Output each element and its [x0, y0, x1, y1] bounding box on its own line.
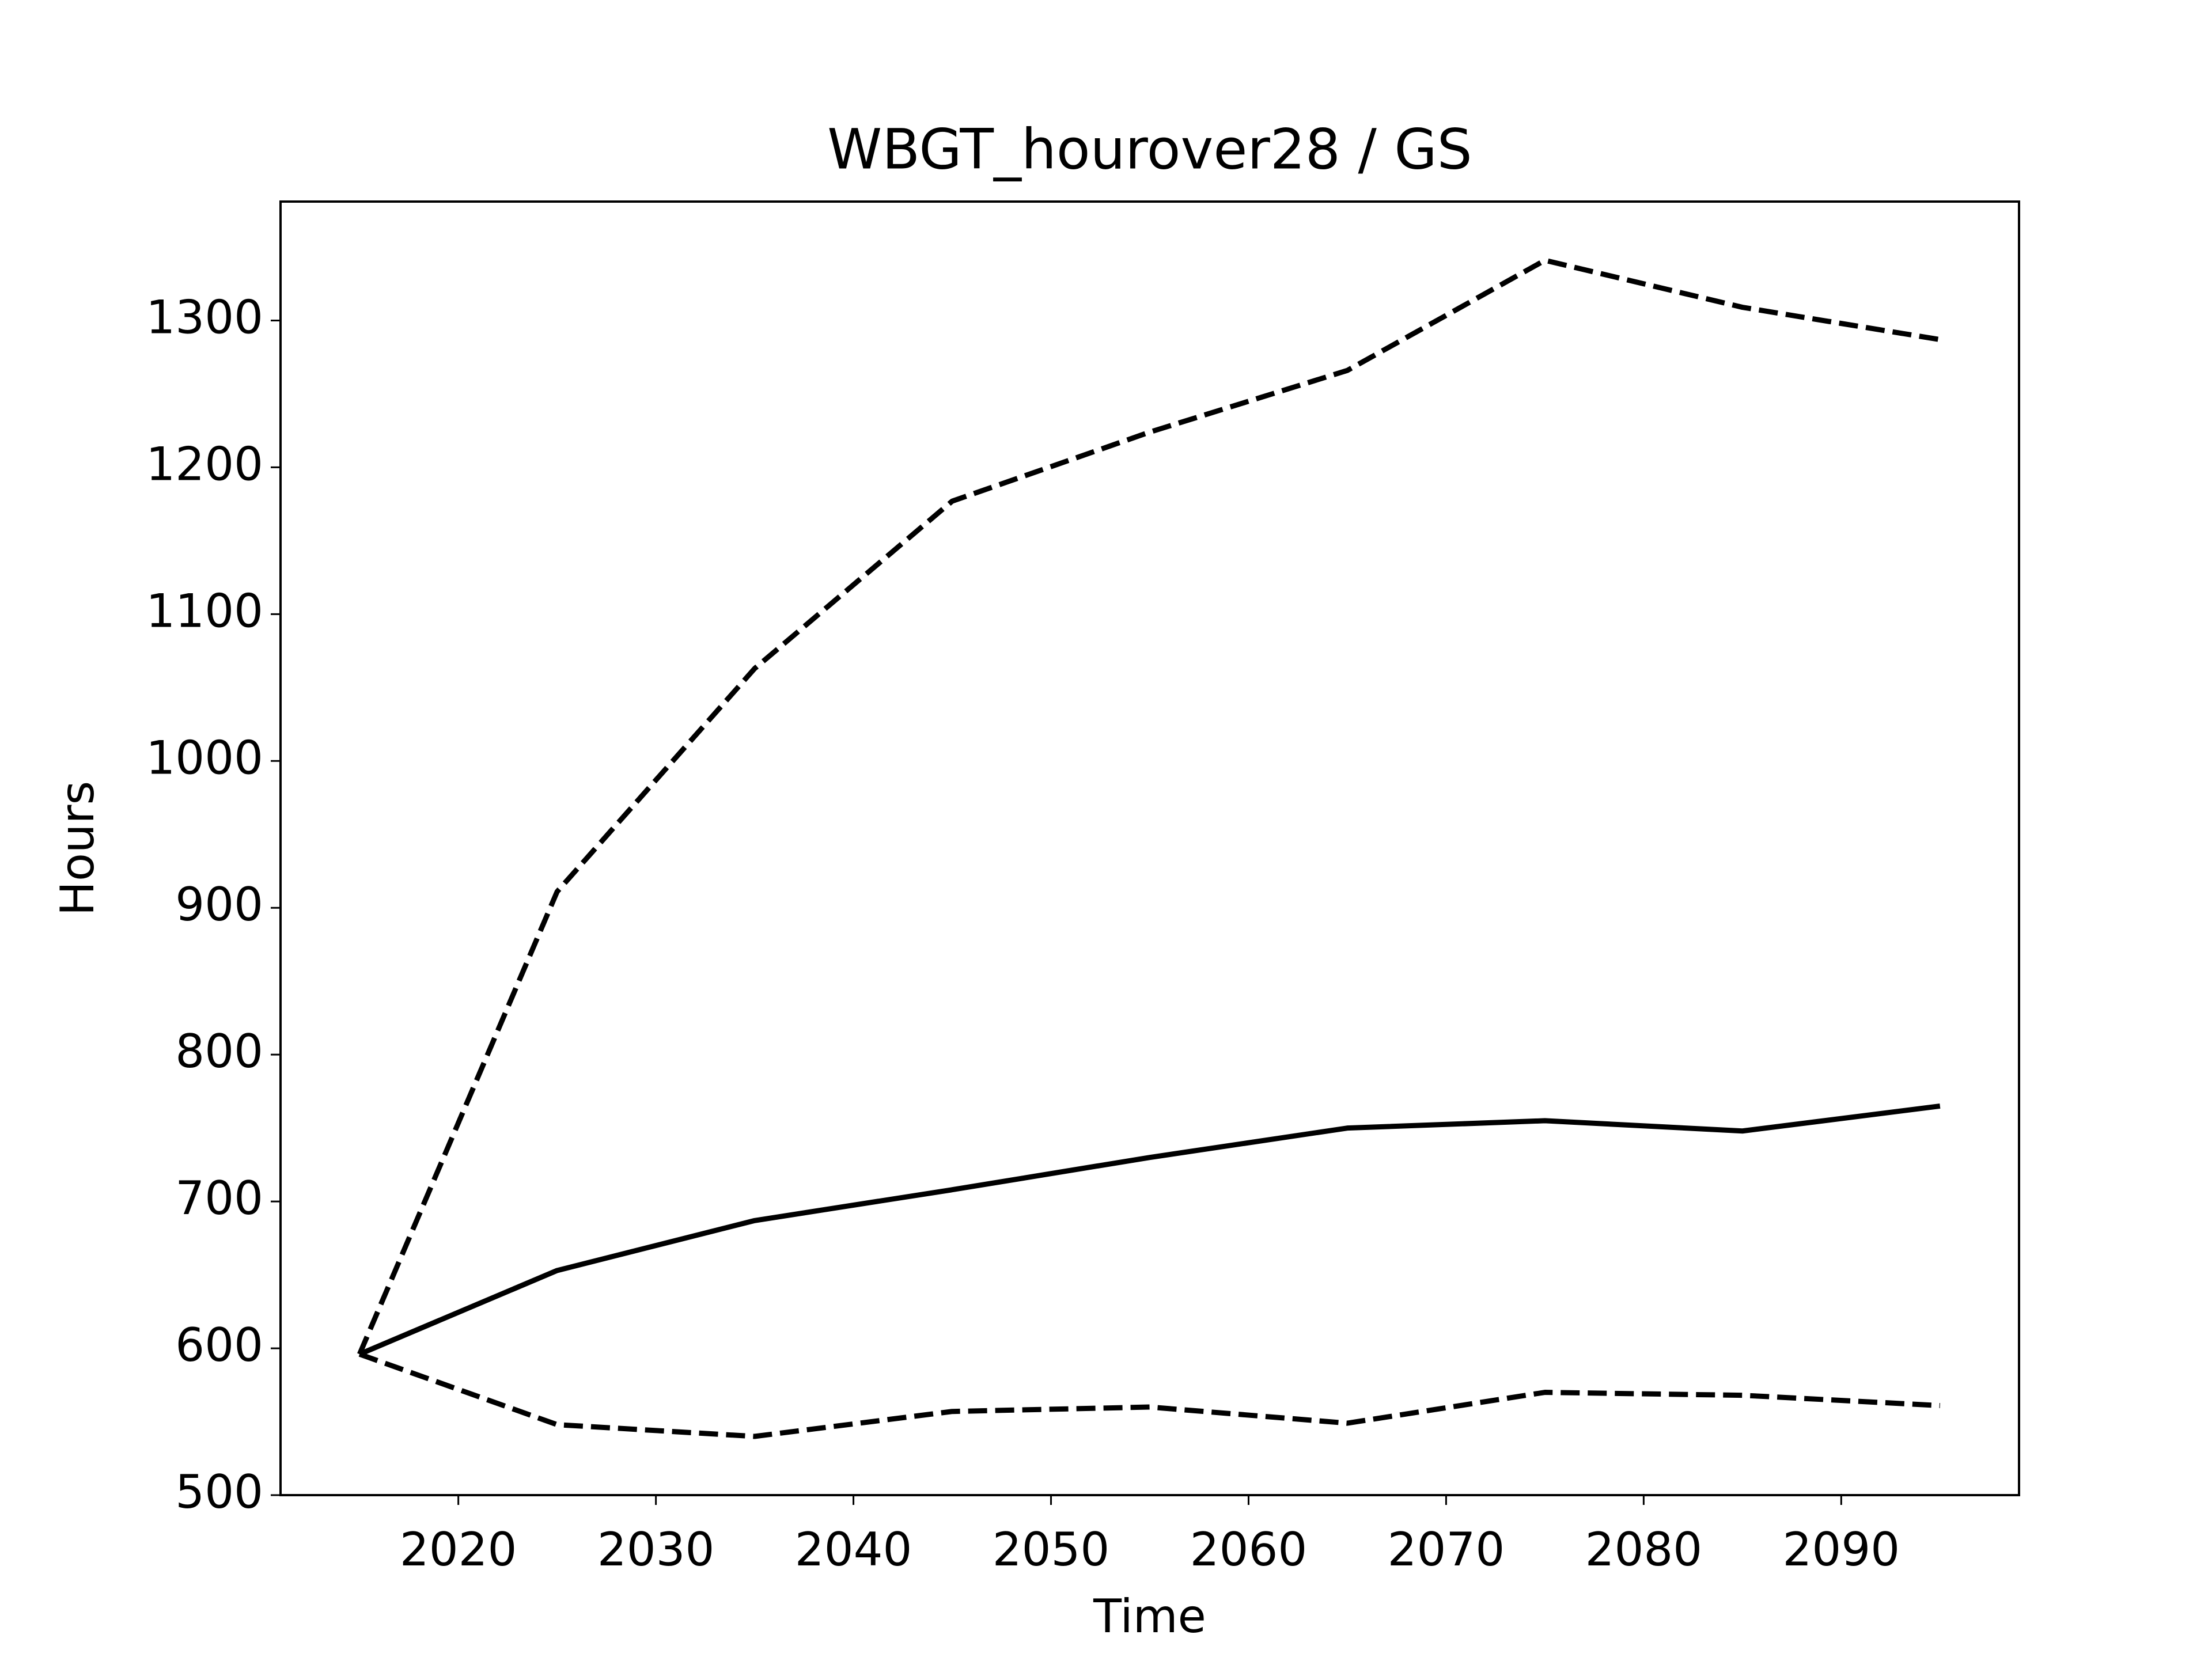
x-tick-label: 2070	[1388, 1523, 1505, 1576]
x-tick-label: 2020	[400, 1523, 517, 1576]
chart-title: WBGT_hourover28 / GS	[827, 117, 1472, 181]
y-tick-label: 500	[175, 1465, 263, 1519]
y-tick-label: 700	[175, 1171, 263, 1225]
line-series	[358, 1103, 1941, 1357]
plot-frame	[279, 200, 2020, 1496]
x-tick-label: 2040	[795, 1523, 912, 1576]
x-tick-label: 2060	[1190, 1523, 1308, 1576]
y-axis-label: Hours	[51, 781, 104, 916]
line-series	[358, 1352, 1941, 1439]
x-tick-label: 2080	[1585, 1523, 1703, 1576]
x-tick-label: 2050	[993, 1523, 1110, 1576]
x-axis-label: Time	[1093, 1590, 1206, 1643]
y-tick-label: 800	[175, 1025, 263, 1078]
y-tick-label: 1100	[146, 584, 263, 638]
y-tick-label: 1000	[146, 731, 263, 784]
x-tick-label: 2090	[1783, 1523, 1900, 1576]
y-tick-label: 1300	[146, 290, 263, 344]
y-tick-label: 900	[175, 878, 263, 931]
line-series	[357, 257, 1941, 1356]
y-tick-label: 600	[175, 1318, 263, 1372]
x-tick-label: 2030	[597, 1523, 715, 1576]
y-tick-label: 1200	[146, 437, 263, 491]
